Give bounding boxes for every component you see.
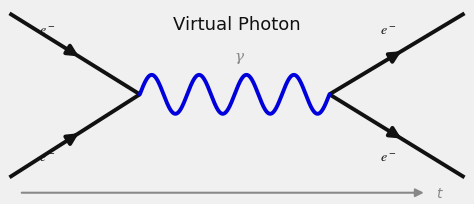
Text: γ: γ — [235, 50, 244, 64]
Text: $e^-$: $e^-$ — [381, 24, 397, 38]
Text: $e^-$: $e^-$ — [39, 24, 55, 38]
Text: Virtual Photon: Virtual Photon — [173, 16, 301, 33]
Text: $e^-$: $e^-$ — [39, 150, 55, 164]
Text: $e^-$: $e^-$ — [381, 150, 397, 164]
Text: t: t — [436, 186, 442, 200]
